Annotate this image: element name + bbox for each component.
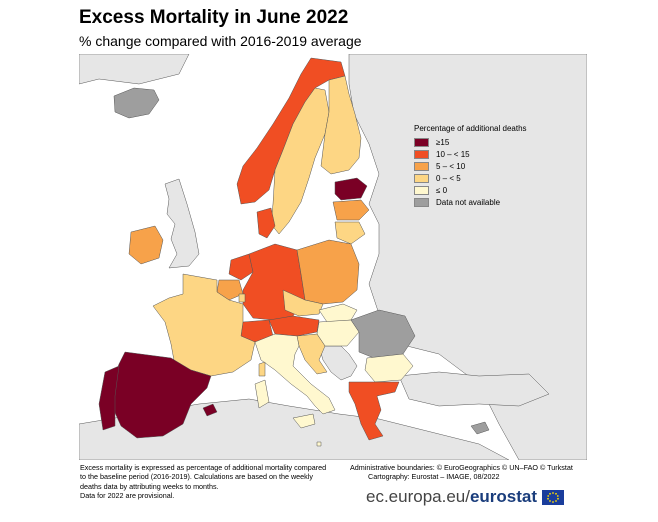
legend-item: 5 – < 10: [414, 160, 527, 172]
footnote-line: Data for 2022 are provisional.: [80, 490, 175, 500]
iceland: [113, 87, 160, 119]
eu-flag-icon: [542, 489, 565, 505]
footnote-line: Excess mortality is expressed as percent…: [80, 463, 327, 472]
greece: [348, 381, 400, 441]
legend-label: Data not available: [436, 197, 501, 207]
austria: [268, 315, 320, 337]
legend-item: 10 – < 15: [414, 148, 527, 160]
legend: Percentage of additional deaths ≥15 10 –…: [414, 124, 527, 208]
legend-item: Data not available: [414, 196, 527, 208]
greenland: [79, 54, 190, 85]
map-title: Excess Mortality in June 2022: [79, 7, 349, 28]
legend-label: ≥15: [436, 137, 450, 147]
credits-cartography: Cartography: Eurostat – IMAGE, 08/2022: [368, 472, 500, 482]
denmark: [256, 207, 276, 239]
credits-boundaries: Administrative boundaries: © EuroGeograp…: [350, 463, 573, 472]
sicily: [292, 413, 316, 429]
legend-swatch: [414, 161, 429, 171]
legend-label: 0 – < 5: [436, 173, 461, 183]
poland: [296, 239, 360, 305]
lithuania: [334, 221, 366, 245]
legend-swatch: [414, 149, 429, 159]
russia-east: [348, 54, 587, 460]
latvia: [332, 199, 370, 221]
legend-title: Percentage of additional deaths: [414, 124, 527, 133]
non-eu-land: [79, 54, 587, 460]
legend-label: 10 – < 15: [436, 149, 470, 159]
legend-swatch: [414, 185, 429, 195]
italy: [254, 333, 336, 415]
cyprus: [470, 421, 490, 435]
western-balkans: [318, 345, 358, 381]
legend-label: ≤ 0: [436, 185, 448, 195]
ireland: [128, 225, 164, 265]
brand-name: eurostat: [469, 487, 538, 506]
slovakia: [318, 303, 358, 323]
sweden: [270, 87, 330, 235]
luxembourg: [238, 293, 246, 303]
map-subtitle: % change compared with 2016-2019 average: [79, 33, 362, 49]
belgium: [216, 279, 244, 301]
eurostat-brand: ec.europa.eu/ eurostat: [366, 487, 565, 507]
balearic-islands: [202, 403, 218, 417]
corsica: [258, 361, 266, 377]
footnote-line: deaths data by attributing weeks to mont…: [80, 481, 219, 491]
legend-label: 5 – < 10: [436, 161, 466, 171]
united-kingdom: [164, 178, 200, 269]
croatia: [296, 333, 328, 375]
legend-swatch: [414, 173, 429, 183]
estonia: [334, 177, 368, 201]
malta: [316, 441, 322, 447]
europe-map: [79, 54, 587, 460]
netherlands: [228, 253, 254, 281]
finland: [320, 75, 362, 175]
legend-swatch: [414, 197, 429, 207]
footnote: Excess mortality is expressed as percent…: [80, 463, 350, 500]
credits: Administrative boundaries: © EuroGeograp…: [350, 463, 590, 482]
brand-domain: ec.europa.eu/: [366, 487, 470, 506]
legend-item: ≥15: [414, 136, 527, 148]
france: [152, 273, 256, 377]
czechia: [282, 289, 324, 317]
legend-item: 0 – < 5: [414, 172, 527, 184]
turkey: [398, 371, 550, 407]
legend-swatch: [414, 137, 429, 147]
portugal: [98, 365, 120, 431]
legend-item: ≤ 0: [414, 184, 527, 196]
sardinia: [254, 379, 270, 409]
footnote-line: to the baseline period (2016-2019). Calc…: [80, 472, 313, 482]
bulgaria: [364, 353, 414, 383]
